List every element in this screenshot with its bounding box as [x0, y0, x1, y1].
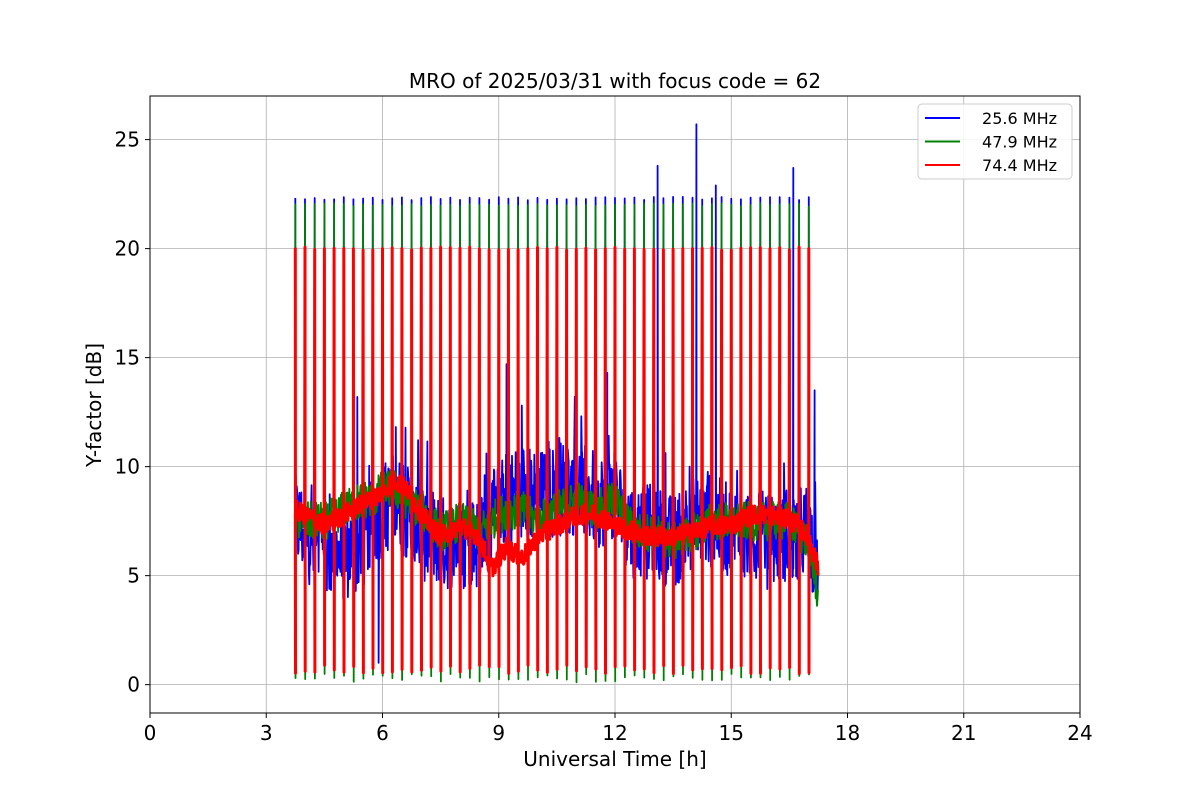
x-tick-label: 0	[144, 721, 157, 745]
y-axis-label: Y-factor [dB]	[82, 343, 106, 468]
legend-label: 47.9 MHz	[982, 133, 1057, 152]
legend-label: 25.6 MHz	[982, 109, 1057, 128]
x-tick-label: 24	[1067, 721, 1092, 745]
y-tick-label: 25	[115, 128, 140, 152]
x-tick-label: 9	[492, 721, 505, 745]
x-tick-label: 3	[260, 721, 273, 745]
y-tick-label: 5	[127, 564, 140, 588]
legend-box	[917, 103, 1073, 180]
legend-label: 74.4 MHz	[982, 156, 1057, 175]
series-line-74-4-mhz	[293, 245, 820, 675]
legend: 25.6 MHz 47.9 MHz 74.4 MHz	[917, 103, 1073, 180]
plot-data	[293, 123, 820, 684]
y-tick-label: 10	[115, 455, 140, 479]
chart-title: MRO of 2025/03/31 with focus code = 62	[409, 69, 821, 93]
x-axis-label: Universal Time [h]	[523, 747, 706, 771]
x-tick-label: 21	[951, 721, 976, 745]
x-tick-label: 15	[719, 721, 744, 745]
y-tick-label: 0	[127, 673, 140, 697]
x-tick-label: 18	[835, 721, 860, 745]
y-tick-label: 15	[115, 346, 140, 370]
y-tick-label: 20	[115, 237, 140, 261]
axes: 0 3 6 9 12 15 18 21 24 0 5 10 15 20 25	[115, 128, 1093, 745]
x-tick-label: 12	[602, 721, 627, 745]
x-tick-label: 6	[376, 721, 389, 745]
